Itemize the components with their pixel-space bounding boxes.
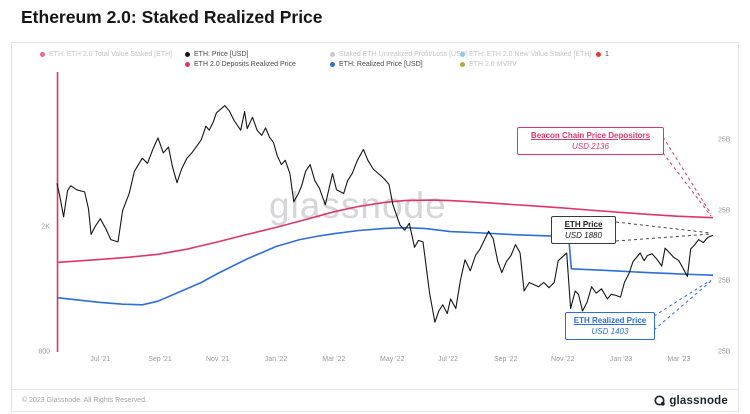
legend-dot-icon bbox=[40, 51, 45, 57]
legend-dot-icon bbox=[460, 51, 465, 57]
annotation-value: USD 2136 bbox=[572, 142, 609, 151]
glassnode-logo[interactable]: glassnode bbox=[654, 395, 728, 407]
legend-dot-icon bbox=[460, 61, 465, 67]
legend-item[interactable]: ETH: Price [USD] bbox=[185, 49, 330, 59]
legend-label: 1 bbox=[605, 50, 609, 58]
legend-item[interactable]: 1 bbox=[596, 49, 609, 59]
series-line bbox=[56, 199, 714, 264]
series-line bbox=[56, 226, 714, 306]
annotation-title: ETH Price bbox=[564, 220, 603, 229]
page-title: Ethereum 2.0: Staked Realized Price bbox=[21, 7, 323, 27]
annotation-value: USD 1880 bbox=[565, 231, 602, 240]
glassnode-logo-icon bbox=[654, 395, 666, 406]
legend-label: Staked ETH Unrealized Profit/Loss [USD] bbox=[339, 50, 468, 58]
annotation-connector-lines bbox=[615, 136, 712, 331]
annotation-eth-realized-price: ETH Realized Price USD 1403 bbox=[565, 312, 655, 340]
legend-group: ETH: Price [USD] ETH 2.0 Deposits Realize… bbox=[185, 49, 330, 69]
copyright-text: © 2023 Glassnode. All Rights Reserved. bbox=[22, 397, 148, 404]
legend-group: ETH: ETH 2.0 New Value Staked [ETH] ETH 2… bbox=[460, 49, 596, 69]
legend-label: ETH: ETH 2.0 Total Value Staked [ETH] bbox=[49, 50, 173, 58]
legend-item[interactable]: ETH: ETH 2.0 Total Value Staked [ETH] bbox=[40, 49, 185, 59]
annotation-title: ETH Realized Price bbox=[573, 316, 647, 325]
footer: © 2023 Glassnode. All Rights Reserved. g… bbox=[12, 389, 738, 411]
legend-group: ETH: ETH 2.0 Total Value Staked [ETH] bbox=[40, 49, 185, 59]
annotation-value: USD 1403 bbox=[591, 327, 629, 336]
legend: ETH: ETH 2.0 Total Value Staked [ETH] ETH… bbox=[40, 49, 609, 69]
glassnode-logo-text: glassnode bbox=[669, 394, 728, 407]
legend-label: ETH: Realized Price [USD] bbox=[339, 60, 423, 68]
legend-dot-icon bbox=[330, 61, 335, 67]
annotation-eth-price: ETH Price USD 1880 bbox=[551, 216, 616, 244]
legend-item[interactable]: ETH: ETH 2.0 New Value Staked [ETH] bbox=[460, 49, 596, 59]
legend-item[interactable]: ETH 2.0 Deposits Realized Price bbox=[185, 59, 330, 69]
legend-dot-icon bbox=[596, 51, 601, 57]
legend-label: - bbox=[605, 60, 608, 68]
annotation-title: Beacon Chain Price Depositors bbox=[530, 131, 651, 140]
legend-item[interactable]: Staked ETH Unrealized Profit/Loss [USD] bbox=[330, 49, 468, 59]
legend-label: ETH 2.0 Deposits Realized Price bbox=[194, 60, 296, 68]
series-line bbox=[56, 105, 714, 323]
legend-dot-icon bbox=[330, 51, 335, 57]
legend-item[interactable]: - bbox=[596, 59, 609, 69]
legend-group: 1- bbox=[596, 49, 609, 69]
legend-group: Staked ETH Unrealized Profit/Loss [USD] E… bbox=[330, 49, 468, 69]
chart-card bbox=[11, 42, 739, 412]
legend-dot-icon bbox=[185, 61, 190, 67]
legend-item[interactable]: ETH 2.0 MVRV bbox=[460, 59, 596, 69]
annotation-beacon-chain-price-depositors: Beacon Chain Price Depositors USD 2136 bbox=[517, 127, 664, 155]
legend-label: ETH 2.0 MVRV bbox=[469, 60, 517, 68]
legend-dot-icon bbox=[185, 51, 190, 57]
legend-item[interactable]: ETH: Realized Price [USD] bbox=[330, 59, 460, 69]
legend-label: ETH: Price [USD] bbox=[194, 50, 249, 58]
legend-label: ETH: ETH 2.0 New Value Staked [ETH] bbox=[469, 50, 592, 58]
glassnode-watermark: glassnode bbox=[269, 185, 447, 226]
